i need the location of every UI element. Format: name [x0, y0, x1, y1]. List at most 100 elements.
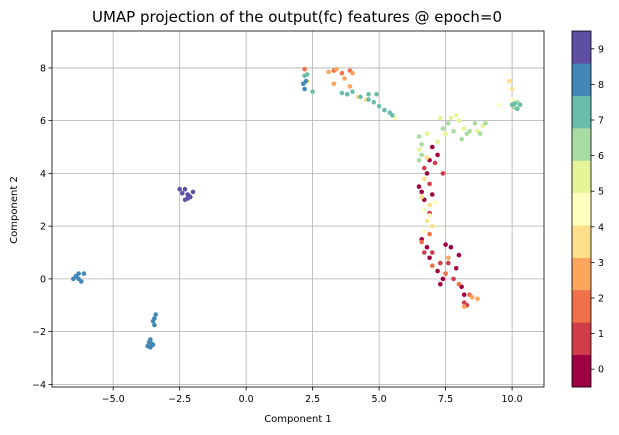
- scatter-point: [430, 144, 435, 150]
- colorbar-segment: [572, 354, 591, 388]
- colorbar-tick-label: 5: [598, 187, 604, 198]
- scatter-point: [422, 229, 427, 234]
- scatter-point: [461, 304, 467, 309]
- y-tick-label: 2: [40, 222, 46, 233]
- scatter-point: [326, 69, 331, 75]
- scatter-point: [390, 113, 395, 118]
- y-axis-label: Component 2: [9, 176, 20, 244]
- scatter-point: [440, 171, 446, 176]
- colorbar-segment: [572, 128, 591, 161]
- y-tick-label: 6: [40, 116, 46, 127]
- chart-title: UMAP projection of the output(fc) featur…: [92, 8, 502, 26]
- colorbar-tick-label: 8: [598, 80, 604, 91]
- scatter-point: [302, 66, 307, 72]
- colorbar-tick-label: 6: [598, 151, 604, 162]
- scatter-point: [416, 147, 422, 152]
- scatter-point: [475, 296, 480, 302]
- colorbar-segment: [572, 160, 591, 194]
- scatter-point: [440, 276, 446, 282]
- scatter-point: [152, 322, 157, 328]
- grid: [52, 31, 544, 387]
- scatter-point: [419, 189, 425, 195]
- scatter-point: [153, 312, 158, 317]
- colorbar-segment: [572, 322, 591, 355]
- scatter-point: [419, 194, 425, 200]
- scatter-point: [515, 106, 520, 112]
- x-tick-label: 0.0: [239, 394, 254, 405]
- scatter-point: [430, 250, 435, 255]
- scatter-point: [376, 103, 382, 109]
- scatter-point: [422, 176, 427, 181]
- scatter-point: [422, 208, 427, 213]
- scatter-point: [446, 260, 451, 266]
- scatter-point: [358, 94, 363, 100]
- scatter-point: [446, 255, 451, 261]
- scatter-point: [334, 66, 339, 72]
- scatter-point: [419, 142, 425, 147]
- scatter-point: [430, 192, 435, 197]
- scatter-point: [366, 92, 371, 97]
- scatter-point: [427, 202, 432, 208]
- scatter-point: [76, 271, 81, 276]
- scatter-point: [427, 231, 432, 237]
- plot-frame: [51, 30, 545, 388]
- scatter-point: [509, 97, 515, 102]
- scatter-point: [350, 89, 355, 94]
- colorbar-segment: [572, 289, 591, 323]
- x-tick-label: 5.0: [372, 394, 387, 405]
- scatter-point: [303, 78, 309, 84]
- x-tick-label: 2.5: [305, 394, 320, 405]
- scatter-point: [339, 90, 345, 96]
- scatter-point: [446, 121, 451, 126]
- y-tick-label: 8: [40, 63, 46, 74]
- scatter-point: [438, 115, 443, 121]
- scatter-point: [180, 190, 185, 196]
- x-axis-ticks: −5.0 −2.5 0.0 2.5 5.0 7.5 10.0: [102, 387, 523, 405]
- scatter-point: [71, 276, 76, 282]
- colorbar-segment: [572, 192, 591, 226]
- scatter-point: [339, 70, 345, 76]
- scatter-point: [435, 152, 440, 158]
- y-axis-ticks: −4 −2 0 2 4 6 8: [32, 63, 52, 391]
- scatter-point: [440, 126, 446, 131]
- colorbar-tick-label: 7: [598, 116, 604, 127]
- scatter-point: [435, 139, 440, 145]
- y-tick-label: −2: [32, 327, 46, 338]
- scatter-point: [344, 92, 350, 97]
- colorbar-segment: [572, 95, 591, 129]
- colorbar-tick-label: 2: [598, 294, 604, 305]
- scatter-point: [419, 239, 425, 245]
- colorbar-tick-label: 9: [598, 44, 604, 55]
- scatter-point: [371, 99, 377, 105]
- scatter-point: [424, 218, 430, 224]
- x-tick-label: −5.0: [102, 394, 125, 405]
- scatter-point: [145, 343, 150, 349]
- scatter-point: [342, 76, 347, 81]
- scatter-point: [427, 181, 432, 187]
- x-tick-label: 7.5: [438, 394, 453, 405]
- scatter-point: [435, 268, 440, 274]
- scatter-point: [469, 295, 475, 300]
- scatter-point: [443, 271, 448, 276]
- scatter-point: [190, 189, 196, 195]
- scatter-point: [419, 152, 425, 158]
- scatter-point: [424, 244, 430, 250]
- scatter-point: [509, 86, 515, 92]
- scatter-point: [517, 102, 523, 108]
- scatter-point: [424, 155, 430, 160]
- scatter-point: [186, 193, 192, 199]
- scatter-point: [302, 86, 307, 92]
- scatter-point: [464, 131, 470, 137]
- colorbar-segment: [572, 31, 591, 64]
- scatter-point: [451, 128, 456, 134]
- scatter-point: [424, 131, 430, 137]
- scatter-points: [71, 66, 523, 350]
- x-axis-label: Component 1: [264, 414, 332, 425]
- scatter-point: [496, 102, 502, 108]
- scatter-point: [453, 113, 459, 118]
- scatter-point: [427, 255, 432, 261]
- y-tick-label: 4: [40, 169, 46, 180]
- scatter-point: [443, 131, 448, 137]
- scatter-point: [507, 78, 512, 84]
- scatter-point: [472, 121, 478, 126]
